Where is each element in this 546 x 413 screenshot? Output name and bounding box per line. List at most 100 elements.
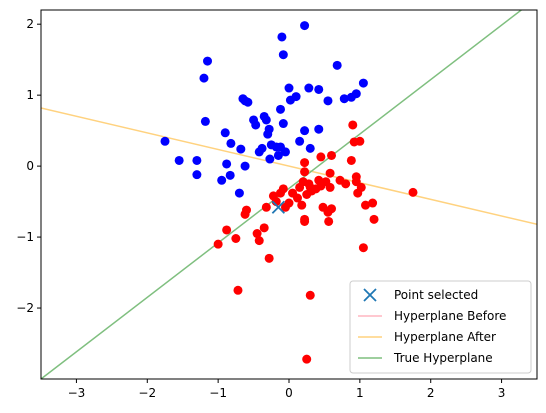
y-tick-label-3: 1 [26, 88, 34, 102]
data-point-1-20 [297, 200, 307, 210]
data-point-0-32 [277, 32, 287, 42]
data-point-1-47 [348, 120, 358, 130]
data-point-1-40 [325, 182, 335, 192]
data-point-0-0 [160, 136, 170, 146]
data-point-0-4 [199, 73, 209, 83]
data-point-0-48 [339, 94, 349, 104]
data-point-1-8 [259, 223, 269, 233]
data-point-0-9 [222, 159, 232, 169]
data-point-1-0 [213, 239, 223, 249]
hyperplane-lines [41, 10, 537, 379]
x-tick-label-2: −1 [209, 386, 227, 400]
legend-label-3: True Hyperplane [393, 351, 493, 365]
data-point-0-42 [304, 83, 314, 93]
data-point-0-2 [192, 170, 202, 180]
data-point-0-10 [226, 138, 236, 148]
data-point-0-39 [295, 136, 305, 146]
legend-item-1: Hyperplane Before [358, 309, 506, 323]
data-point-0-12 [234, 188, 244, 198]
data-point-0-19 [251, 120, 261, 130]
data-point-1-7 [254, 236, 264, 246]
data-point-1-5 [240, 209, 250, 219]
data-point-0-6 [200, 116, 210, 126]
data-point-0-45 [314, 124, 324, 134]
data-point-0-1 [174, 155, 184, 165]
x-tick-label-5: 2 [427, 386, 435, 400]
data-point-1-18 [293, 193, 303, 203]
data-point-1-46 [346, 155, 356, 165]
data-point-0-13 [236, 144, 246, 154]
legend-label-0: Point selected [394, 288, 478, 302]
data-point-0-35 [280, 147, 290, 157]
x-tick-label-1: −2 [138, 386, 156, 400]
data-point-0-8 [220, 128, 230, 138]
data-point-0-17 [240, 161, 250, 171]
legend-item-2: Hyperplane After [358, 330, 496, 344]
data-point-0-5 [203, 56, 213, 66]
x-tick-label-6: 3 [498, 386, 506, 400]
selected-point [271, 200, 286, 214]
legend-marker-b [363, 288, 377, 302]
data-point-0-33 [278, 50, 288, 60]
data-point-1-58 [408, 187, 418, 197]
data-point-1-3 [233, 285, 243, 295]
data-point-1-41 [325, 168, 335, 178]
data-point-0-46 [323, 96, 333, 106]
x-axis: −3 −2 −1 0 1 2 3 [68, 379, 506, 400]
data-point-1-14 [278, 184, 288, 194]
selected-point-stroke-b [271, 200, 286, 214]
legend: Point selected Hyperplane Before Hyperplan… [349, 280, 532, 374]
data-point-0-47 [332, 60, 342, 70]
legend-label-2: Hyperplane After [394, 330, 496, 344]
y-axis: −2 −1 0 1 2 [16, 17, 41, 315]
x-tick-label-0: −3 [68, 386, 86, 400]
data-point-1-22 [300, 167, 310, 177]
data-point-0-21 [257, 143, 267, 153]
data-point-1-25 [300, 216, 310, 226]
legend-label-1: Hyperplane Before [394, 309, 506, 323]
data-point-1-53 [356, 182, 366, 192]
data-point-0-38 [291, 92, 301, 102]
hyperplane-line-1 [41, 107, 537, 226]
legend-item-0: Point selected [363, 288, 478, 302]
data-point-0-25 [264, 124, 274, 134]
data-point-1-57 [369, 214, 379, 224]
data-point-1-42 [327, 150, 337, 160]
y-tick-label-1: −1 [16, 230, 34, 244]
data-point-0-51 [358, 78, 368, 88]
data-point-0-29 [273, 150, 283, 160]
data-point-0-50 [351, 89, 361, 99]
data-point-0-31 [275, 104, 285, 114]
data-point-1-26 [302, 354, 312, 364]
data-point-1-54 [358, 243, 368, 253]
data-point-1-1 [222, 225, 232, 235]
data-point-0-44 [314, 84, 324, 94]
legend-item-3: True Hyperplane [358, 351, 493, 365]
data-point-1-45 [341, 179, 351, 189]
y-tick-label-0: −2 [16, 301, 34, 315]
x-tick-label-3: 0 [285, 386, 293, 400]
x-tick-label-4: 1 [356, 386, 364, 400]
data-point-1-16 [284, 198, 294, 208]
data-points [160, 21, 418, 364]
data-point-0-16 [243, 97, 253, 107]
data-point-1-23 [300, 158, 310, 168]
y-tick-label-2: 0 [26, 159, 34, 173]
data-point-1-6 [252, 229, 262, 239]
data-point-0-36 [284, 83, 294, 93]
y-tick-label-4: 2 [26, 17, 34, 31]
data-point-1-43 [327, 204, 337, 214]
data-point-0-26 [265, 154, 275, 164]
hyperplane-line-2 [41, 10, 523, 379]
data-point-1-56 [368, 198, 378, 208]
data-point-0-23 [261, 115, 271, 125]
data-point-0-40 [300, 21, 310, 31]
data-point-0-11 [225, 170, 235, 180]
data-point-0-41 [300, 126, 310, 136]
data-point-1-39 [324, 216, 334, 226]
data-point-1-9 [261, 202, 271, 212]
data-point-1-55 [361, 200, 371, 210]
data-point-1-10 [264, 253, 274, 263]
selected-point-marker [271, 200, 286, 214]
